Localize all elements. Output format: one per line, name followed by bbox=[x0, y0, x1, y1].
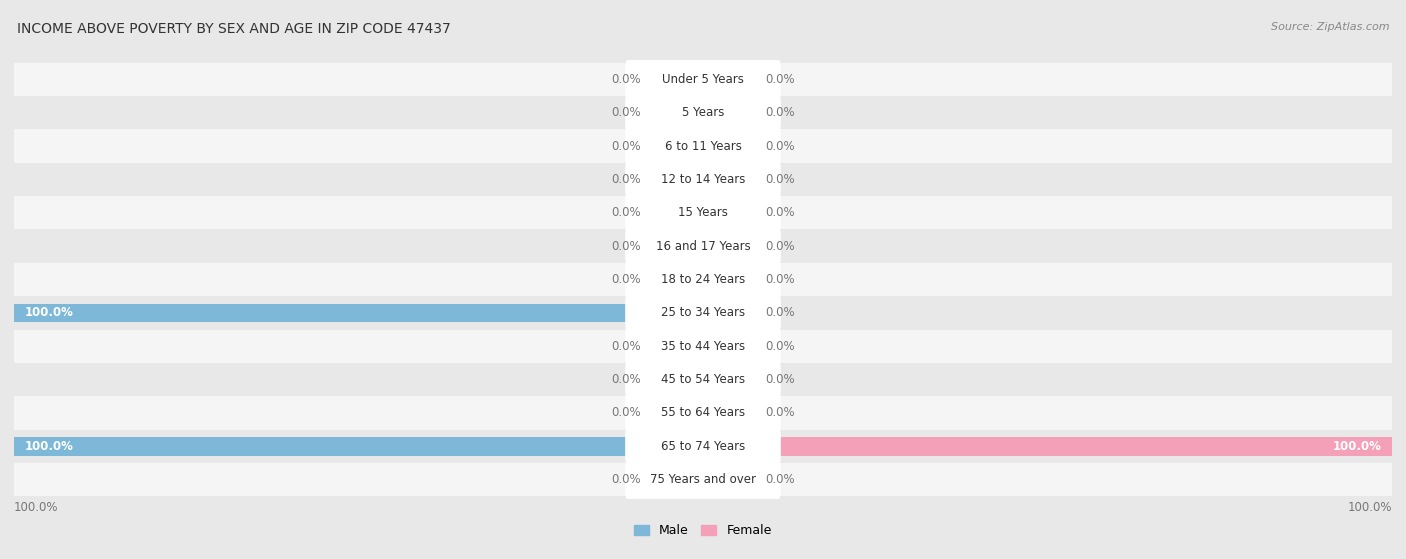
Bar bbox=[14, 437, 703, 456]
Text: 65 to 74 Years: 65 to 74 Years bbox=[661, 440, 745, 453]
FancyBboxPatch shape bbox=[626, 461, 780, 499]
Text: 0.0%: 0.0% bbox=[765, 406, 794, 419]
FancyBboxPatch shape bbox=[626, 427, 780, 466]
Text: 45 to 54 Years: 45 to 54 Years bbox=[661, 373, 745, 386]
Text: 0.0%: 0.0% bbox=[612, 406, 641, 419]
Text: 16 and 17 Years: 16 and 17 Years bbox=[655, 240, 751, 253]
Text: 0.0%: 0.0% bbox=[612, 173, 641, 186]
Bar bbox=[14, 96, 1392, 129]
Text: 18 to 24 Years: 18 to 24 Years bbox=[661, 273, 745, 286]
Text: 100.0%: 100.0% bbox=[24, 306, 73, 319]
Bar bbox=[703, 404, 758, 422]
Text: 6 to 11 Years: 6 to 11 Years bbox=[665, 140, 741, 153]
Text: 0.0%: 0.0% bbox=[612, 73, 641, 86]
Bar bbox=[648, 70, 703, 88]
Bar bbox=[703, 371, 758, 389]
FancyBboxPatch shape bbox=[626, 361, 780, 399]
Bar bbox=[648, 404, 703, 422]
Bar bbox=[648, 170, 703, 188]
Text: 0.0%: 0.0% bbox=[612, 106, 641, 119]
Bar bbox=[14, 430, 1392, 463]
Bar bbox=[648, 137, 703, 155]
Text: 100.0%: 100.0% bbox=[1333, 440, 1382, 453]
Bar bbox=[703, 203, 758, 222]
Bar bbox=[703, 170, 758, 188]
Legend: Male, Female: Male, Female bbox=[634, 524, 772, 537]
Text: 0.0%: 0.0% bbox=[612, 340, 641, 353]
Bar bbox=[14, 163, 1392, 196]
Bar bbox=[703, 70, 758, 88]
Bar bbox=[648, 271, 703, 288]
Bar bbox=[703, 471, 758, 489]
Text: 0.0%: 0.0% bbox=[765, 140, 794, 153]
Text: 0.0%: 0.0% bbox=[765, 106, 794, 119]
Bar bbox=[14, 396, 1392, 430]
Bar bbox=[14, 63, 1392, 96]
Text: 0.0%: 0.0% bbox=[612, 206, 641, 219]
Text: Source: ZipAtlas.com: Source: ZipAtlas.com bbox=[1271, 22, 1389, 32]
Text: 100.0%: 100.0% bbox=[1347, 501, 1392, 514]
Bar bbox=[703, 337, 758, 356]
Bar bbox=[703, 103, 758, 122]
Text: 0.0%: 0.0% bbox=[612, 373, 641, 386]
FancyBboxPatch shape bbox=[626, 260, 780, 299]
Bar bbox=[648, 371, 703, 389]
Text: 0.0%: 0.0% bbox=[612, 273, 641, 286]
Bar bbox=[14, 463, 1392, 496]
Text: 0.0%: 0.0% bbox=[765, 473, 794, 486]
Bar bbox=[14, 363, 1392, 396]
Text: 12 to 14 Years: 12 to 14 Years bbox=[661, 173, 745, 186]
Bar bbox=[14, 263, 1392, 296]
Text: 0.0%: 0.0% bbox=[765, 273, 794, 286]
FancyBboxPatch shape bbox=[626, 394, 780, 432]
Text: Under 5 Years: Under 5 Years bbox=[662, 73, 744, 86]
Bar bbox=[703, 137, 758, 155]
Text: 0.0%: 0.0% bbox=[765, 73, 794, 86]
Text: 0.0%: 0.0% bbox=[765, 306, 794, 319]
Bar bbox=[14, 229, 1392, 263]
Bar bbox=[648, 237, 703, 255]
FancyBboxPatch shape bbox=[626, 327, 780, 366]
Bar bbox=[14, 296, 1392, 330]
Text: 35 to 44 Years: 35 to 44 Years bbox=[661, 340, 745, 353]
Text: 75 Years and over: 75 Years and over bbox=[650, 473, 756, 486]
Text: 0.0%: 0.0% bbox=[765, 206, 794, 219]
Text: 5 Years: 5 Years bbox=[682, 106, 724, 119]
Bar bbox=[648, 471, 703, 489]
Text: 0.0%: 0.0% bbox=[765, 340, 794, 353]
FancyBboxPatch shape bbox=[626, 227, 780, 266]
Bar bbox=[14, 330, 1392, 363]
Text: 100.0%: 100.0% bbox=[14, 501, 59, 514]
Text: 0.0%: 0.0% bbox=[765, 173, 794, 186]
Bar bbox=[14, 196, 1392, 229]
Bar bbox=[703, 237, 758, 255]
FancyBboxPatch shape bbox=[626, 160, 780, 198]
Text: 0.0%: 0.0% bbox=[765, 240, 794, 253]
Bar bbox=[703, 304, 758, 322]
Bar bbox=[14, 129, 1392, 163]
FancyBboxPatch shape bbox=[626, 127, 780, 165]
Text: INCOME ABOVE POVERTY BY SEX AND AGE IN ZIP CODE 47437: INCOME ABOVE POVERTY BY SEX AND AGE IN Z… bbox=[17, 22, 450, 36]
Bar bbox=[648, 337, 703, 356]
Bar bbox=[703, 437, 1392, 456]
Text: 0.0%: 0.0% bbox=[612, 140, 641, 153]
Bar bbox=[14, 304, 703, 322]
Text: 55 to 64 Years: 55 to 64 Years bbox=[661, 406, 745, 419]
FancyBboxPatch shape bbox=[626, 293, 780, 332]
Text: 0.0%: 0.0% bbox=[765, 373, 794, 386]
Text: 0.0%: 0.0% bbox=[612, 240, 641, 253]
Bar bbox=[703, 271, 758, 288]
Bar bbox=[648, 203, 703, 222]
FancyBboxPatch shape bbox=[626, 193, 780, 232]
Text: 15 Years: 15 Years bbox=[678, 206, 728, 219]
FancyBboxPatch shape bbox=[626, 93, 780, 132]
Bar bbox=[648, 103, 703, 122]
FancyBboxPatch shape bbox=[626, 60, 780, 98]
Text: 100.0%: 100.0% bbox=[24, 440, 73, 453]
Text: 0.0%: 0.0% bbox=[612, 473, 641, 486]
Text: 25 to 34 Years: 25 to 34 Years bbox=[661, 306, 745, 319]
